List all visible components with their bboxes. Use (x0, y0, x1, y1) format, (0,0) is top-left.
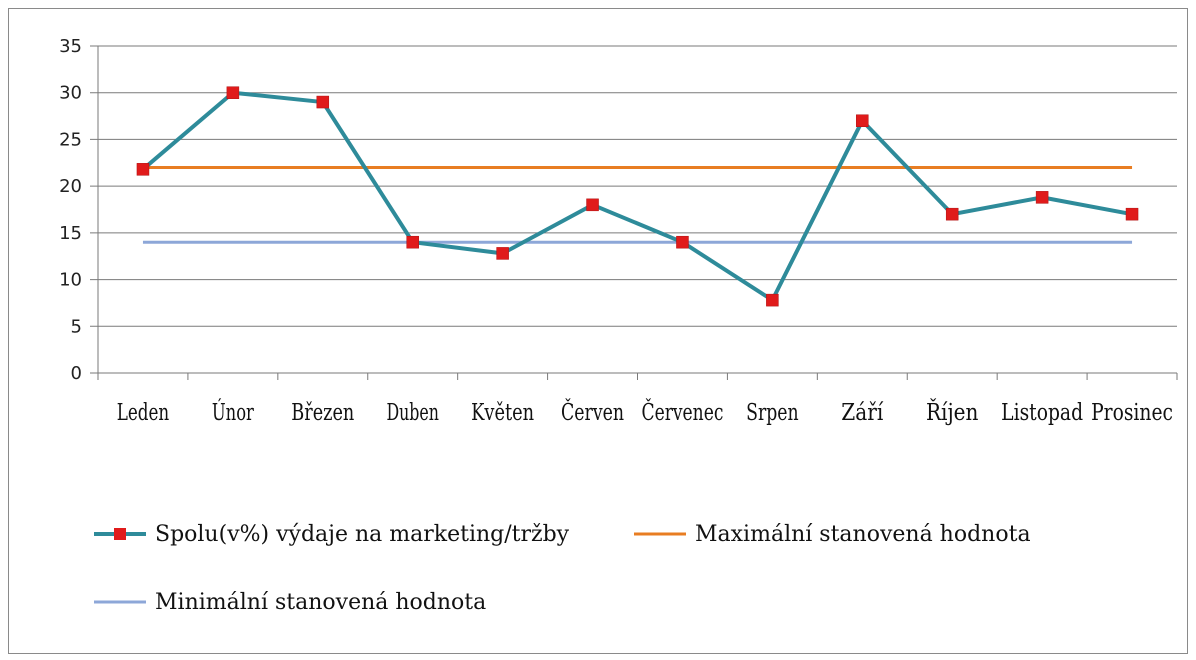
x-tick-label: Březen (291, 400, 354, 426)
x-tick-label: Srpen (746, 400, 799, 426)
data-point (406, 235, 419, 249)
legend-marker (114, 528, 126, 540)
data-point (766, 293, 779, 307)
series-group (136, 86, 1139, 307)
data-point (1035, 191, 1049, 204)
x-tick-label: Říjen (926, 399, 979, 426)
y-tick-label: 20 (59, 176, 82, 197)
axes: 0 5 10 15 20 25 30 35 Leden Únor Březen Duben Květen… (59, 36, 1178, 426)
y-tick-label: 5 (71, 316, 82, 337)
x-tick-label: Září (841, 400, 884, 426)
series-line-0 (141, 90, 1133, 303)
y-tick-label: 0 (71, 363, 82, 384)
legend-label: Maximální stanovená hodnota (695, 522, 1031, 547)
x-tick-label: Květen (471, 400, 534, 426)
y-tick-label: 10 (59, 270, 82, 291)
x-tick-label: Červen (561, 399, 624, 426)
data-point (1125, 207, 1139, 221)
data-point (496, 247, 509, 260)
line-chart: 0 5 10 15 20 25 30 35 Leden Únor Březen Duben Květen… (59, 36, 1178, 615)
data-point (136, 163, 150, 176)
gridlines (90, 45, 1177, 374)
x-tick-label: Listopad (1001, 400, 1083, 426)
x-tick-label: Prosinec (1091, 400, 1173, 426)
y-tick-label: 25 (59, 129, 82, 150)
y-tick-label: 35 (59, 36, 82, 57)
x-tick-label: Duben (386, 400, 439, 426)
data-point (226, 86, 240, 99)
data-point (945, 207, 959, 221)
y-tick-label: 30 (59, 83, 82, 104)
data-point (676, 235, 689, 249)
chart-frame: 0 5 10 15 20 25 30 35 Leden Únor Březen Duben Květen… (8, 8, 1188, 654)
legend-label: Minimální stanovená hodnota (155, 590, 486, 615)
legend-label: Spolu(v%) výdaje na marketing/tržby (155, 522, 570, 547)
x-tick-label: Červenec (642, 399, 724, 426)
data-point (856, 114, 869, 127)
data-point (586, 198, 599, 212)
x-tick-label: Leden (117, 400, 170, 426)
legend: Spolu(v%) výdaje na marketing/tržby Maxim… (94, 522, 1031, 615)
x-tick-label: Únor (212, 399, 254, 426)
data-point (316, 95, 330, 109)
y-tick-label: 15 (59, 223, 82, 244)
